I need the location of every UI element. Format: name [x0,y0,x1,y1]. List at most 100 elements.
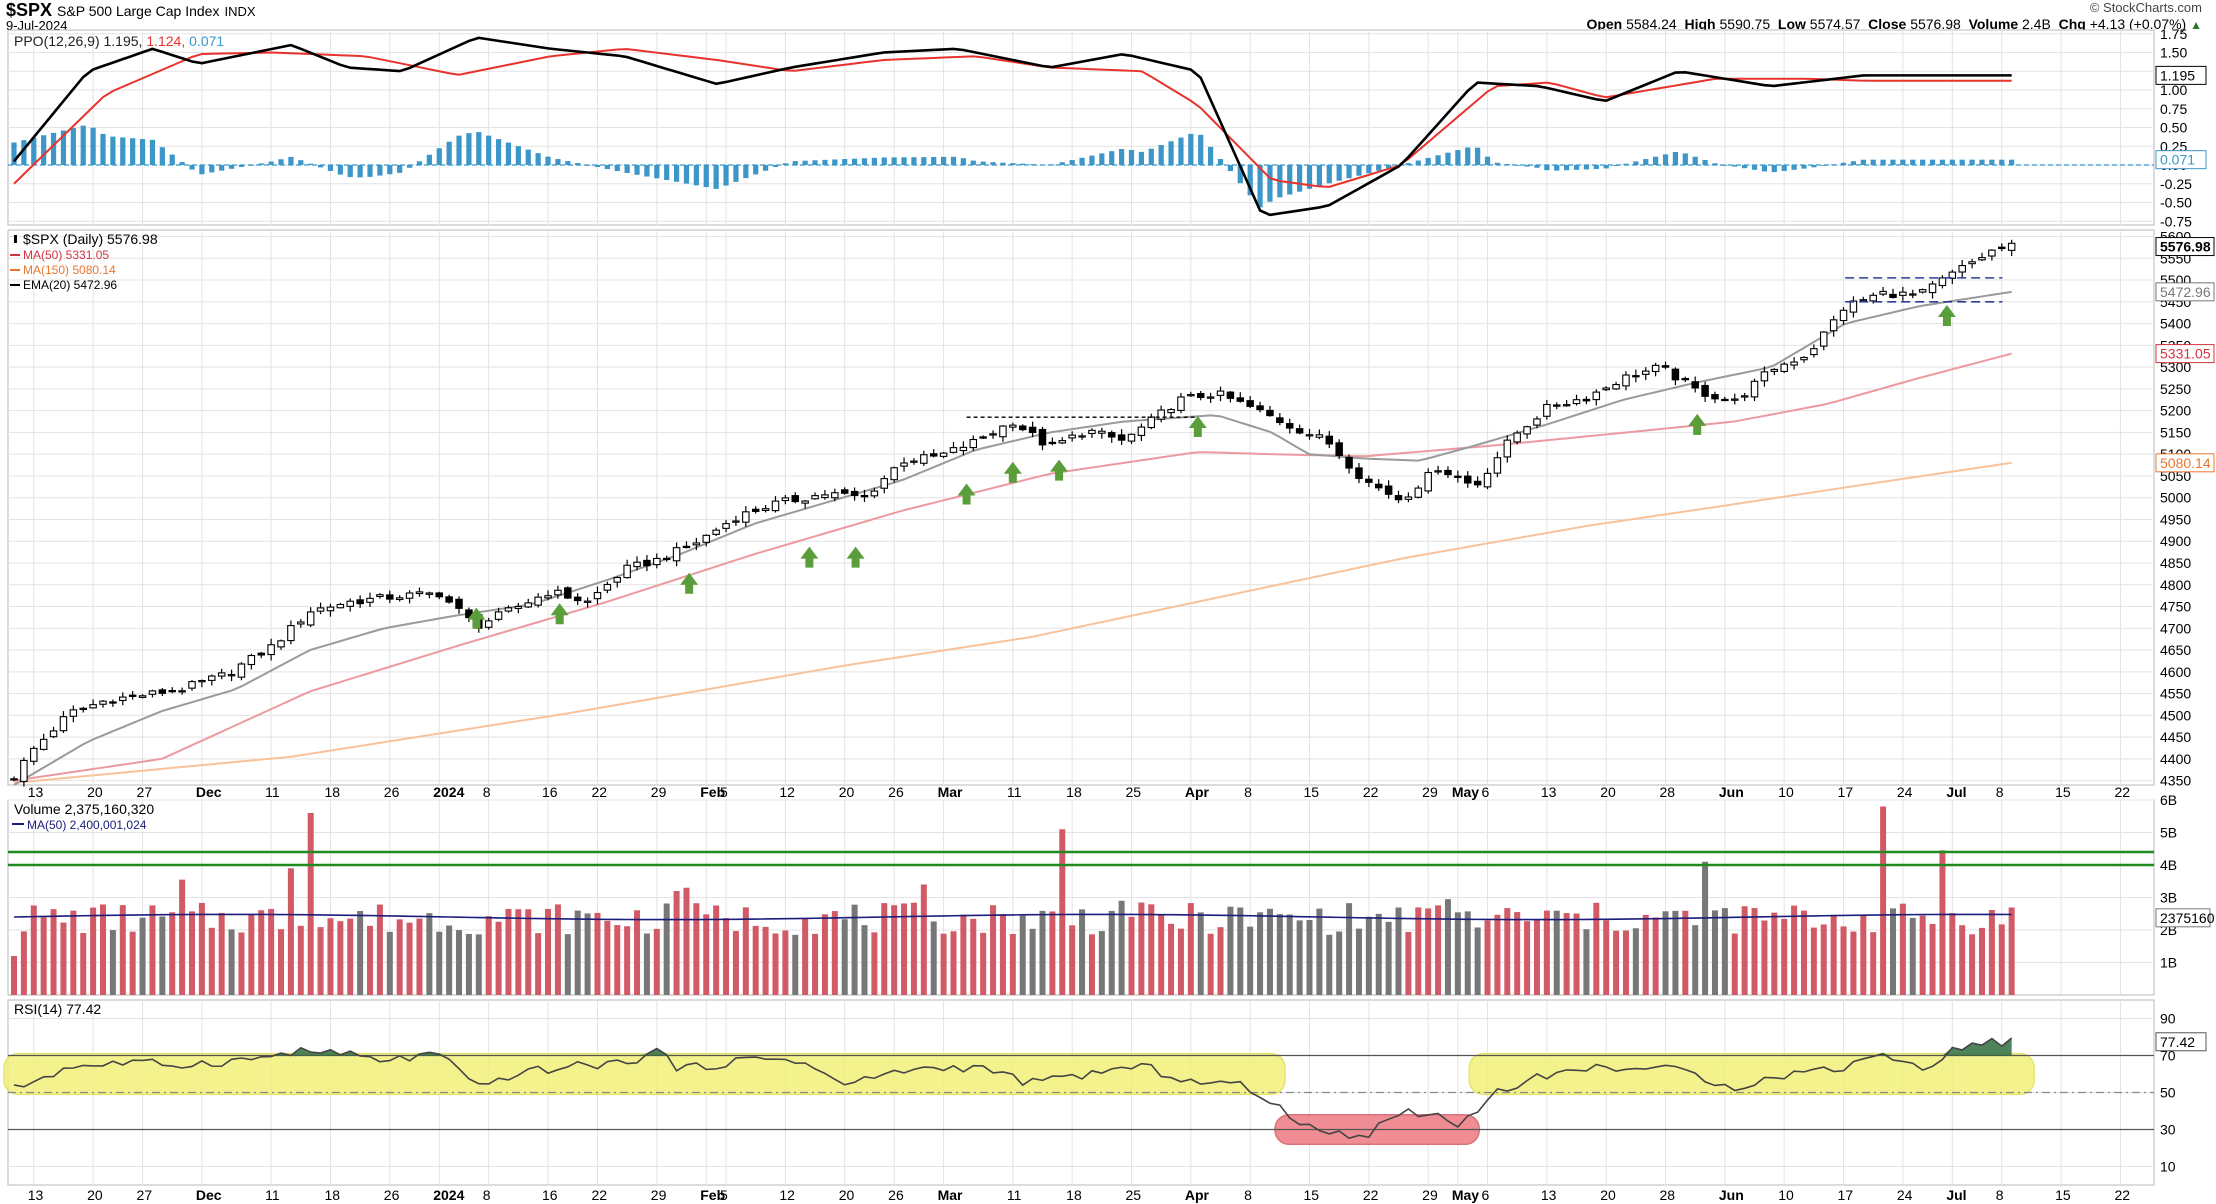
ppo-histogram-bar [1188,133,1194,165]
volume-bar [1415,907,1422,995]
candle-up [1909,293,1917,296]
candle-up [801,500,809,504]
volume-bar [1158,914,1165,995]
x-tick-label: 2024 [433,1187,464,1203]
ppo-histogram-bar [1208,146,1214,165]
volume-bar [1039,910,1046,995]
candle-up [1068,434,1076,439]
volume-bar [1336,931,1343,995]
candle-up [1424,471,1432,492]
volume-bar [812,933,819,995]
candle-down [435,592,443,598]
ppo-histogram-bar [1623,163,1629,165]
x-tick-label: 20 [839,1187,855,1203]
ppo-histogram-bar [812,160,818,165]
x-tick-label: 29 [1422,784,1438,800]
y-tick-label-rsi: 30 [2160,1122,2176,1138]
x-tick-label: 17 [1838,1187,1854,1203]
candle-down [1295,428,1304,434]
ppo-histogram-bar [139,139,146,165]
volume-bar [574,910,581,995]
volume-bar [1889,908,1896,995]
x-tick-label: 11 [265,1187,280,1203]
y-tick-label-ppo: 1.75 [2160,26,2187,42]
volume-bar [564,934,571,995]
green-up-arrow-icon [467,607,486,629]
volume-bar [752,925,759,995]
candle-up [1928,283,1937,294]
ppo-histogram-bar [891,157,897,165]
volume-bar [1751,908,1758,995]
ppo-histogram-bar [594,165,601,168]
ticker-symbol[interactable]: $SPX [6,0,53,20]
ppo-last-value-box [2155,65,2207,85]
candle-down [860,494,869,498]
x-tick-label: 22 [2114,784,2130,800]
ma50-line [13,352,2012,782]
ppo-chart: PPO(12,26,9) 1.195, 1.124, 0.071 1.195 0.0… [8,33,2207,217]
candle-up [910,460,918,463]
candle-down [1256,405,1264,411]
high-value: 5590.75 [1719,16,1771,32]
ppo-histogram-bar [802,160,808,165]
volume-bar [2008,907,2015,995]
ppo-histogram-bar [1237,165,1243,184]
open-value: 5584.24 [1626,16,1677,32]
candle-down [791,495,800,503]
ohlc-summary: Open 5584.24 High 5590.75 Low 5574.57 Cl… [1586,16,2202,32]
ppo-histogram-bar [179,162,185,165]
candle-down [850,490,859,497]
candle-down [1335,442,1343,456]
x-tick-label: 24 [1897,784,1913,800]
volume-bar [802,918,809,995]
volume-bar [1088,934,1095,995]
ppo-histogram-bar [1198,134,1204,165]
candle-up [79,707,87,711]
ppo-histogram-bar [60,130,67,165]
candle-up [722,523,730,529]
candle-up [326,606,335,612]
volume-bar [1138,902,1145,995]
y-tick-label-price: 4600 [2160,664,2191,680]
volume-bar [525,909,532,995]
ppo-histogram-bar [1000,162,1006,165]
ppo-histogram-bar [387,165,393,175]
ppo-histogram-bar [70,128,76,165]
candle-down [1998,246,2006,250]
ppo-last-value-label: 1.195 [2160,67,2195,83]
candle-up [1918,289,1927,293]
x-tick-label: 15 [2055,784,2071,800]
volume-bar [762,926,769,995]
candle-up [59,716,68,732]
ppo-histogram-bar [1840,162,1847,165]
volume-bar [386,931,393,995]
volume-bar [1059,829,1066,995]
volume-bar [1049,911,1056,995]
ppo-histogram-bar [970,160,976,165]
candle-down [1018,425,1027,431]
candle-up [1533,418,1541,426]
x-tick-label: 16 [542,1187,558,1203]
volume-bar [1266,908,1273,995]
price-last-value-box [2155,453,2215,473]
candle-up [1187,394,1195,397]
volume-bar [1524,921,1531,995]
x-tick-label: 13 [1541,1187,1557,1203]
candle-down [1582,398,1591,402]
volume-bar [119,905,126,995]
volume-bar [1375,913,1382,995]
ppo-histogram-bar [604,165,610,170]
green-up-arrow-icon [680,572,699,594]
volume-bar [1069,925,1076,995]
ppo-histogram-bar [911,157,917,165]
volume-bar [653,928,660,995]
volume-bar [643,933,650,995]
ppo-histogram-bar [367,165,373,177]
volume-bar [683,887,690,995]
y-tick-label-price: 4450 [2160,729,2191,745]
ppo-histogram-bar [1247,165,1253,196]
ppo-histogram-bar [545,156,551,165]
copyright-text[interactable]: © StockCharts.com [2089,0,2202,15]
ppo-histogram-bar [901,157,907,165]
